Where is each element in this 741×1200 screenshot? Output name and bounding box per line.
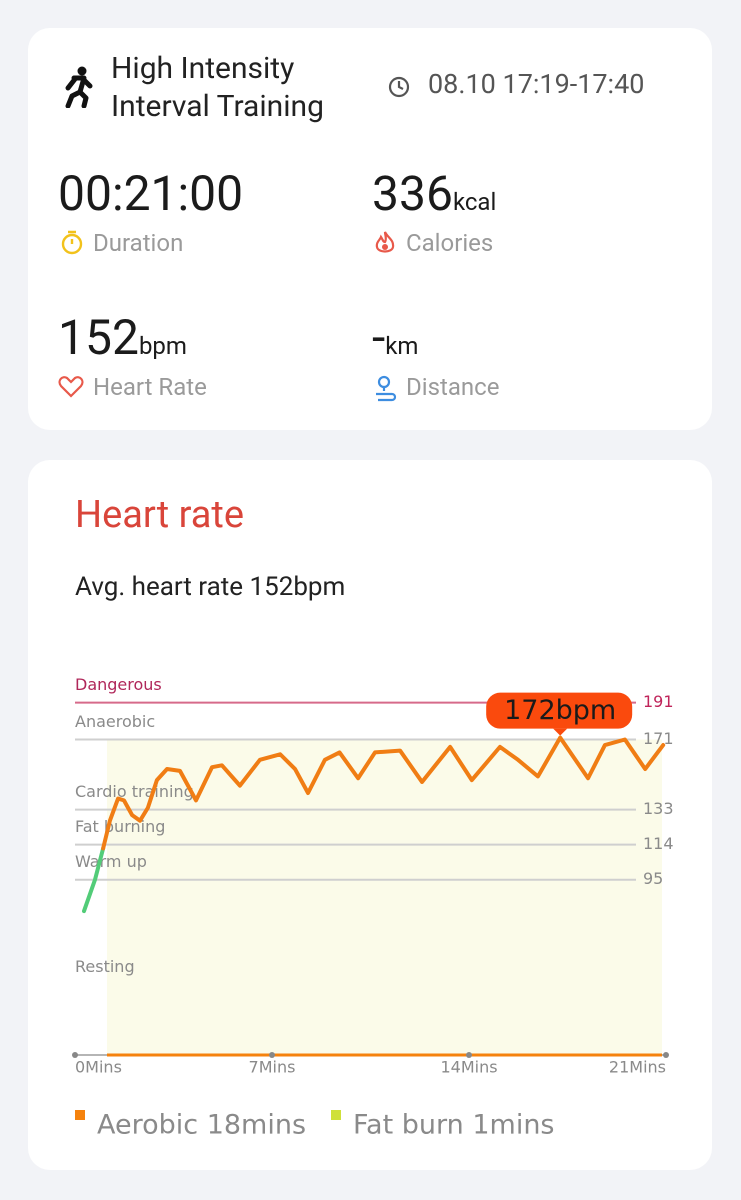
x-tick	[466, 1052, 472, 1058]
legend-swatch	[75, 1110, 85, 1120]
x-tick	[663, 1052, 669, 1058]
calories-icon	[375, 231, 395, 253]
x-tick-label: 0Mins	[75, 1058, 122, 1077]
stat-value: 336kcal	[372, 166, 496, 230]
x-tick-label: 7Mins	[249, 1058, 296, 1077]
zone-label: Warm up	[75, 852, 147, 871]
workout-time: 08.10 17:19-17:40	[428, 68, 645, 100]
zone-label: Dangerous	[75, 675, 162, 694]
run-icon	[65, 66, 93, 108]
heart-rate-line	[82, 846, 106, 914]
zone-label: Resting	[75, 957, 135, 976]
stat-number: 336	[372, 165, 453, 222]
stat-label: Distance	[406, 373, 500, 401]
stat-unit: kcal	[452, 188, 497, 216]
distance-icon	[376, 375, 397, 402]
stat-label: Calories	[406, 229, 494, 257]
stat-number: 152	[58, 309, 139, 366]
x-tick	[269, 1052, 275, 1058]
stat-value: 152bpm	[58, 310, 187, 374]
x-tick-label: 14Mins	[440, 1058, 497, 1077]
stat-label: Heart Rate	[93, 373, 207, 401]
chart-title: Heart rate	[75, 493, 244, 537]
legend-label: Aerobic 18mins	[97, 1110, 306, 1141]
x-tick-label: 21Mins	[609, 1058, 666, 1077]
legend-label: Fat burn 1mins	[353, 1110, 555, 1141]
stat-unit: km	[385, 332, 419, 360]
zone-label: Cardio training	[75, 782, 194, 801]
stat-number: -	[372, 309, 386, 366]
stat-value: 00:21:00	[58, 166, 243, 222]
stat-label: Duration	[93, 229, 184, 257]
stat-unit: bpm	[138, 332, 187, 360]
heart-rate-line	[101, 735, 666, 851]
annotation-pointer	[553, 728, 568, 736]
workout-title: High Intensity Interval Training	[111, 51, 324, 124]
chart-subtitle: Avg. heart rate 152bpm	[75, 572, 346, 602]
x-tick	[72, 1052, 78, 1058]
y-tick-label: 114	[643, 834, 674, 853]
summary-card	[28, 28, 712, 430]
y-tick-label: 133	[643, 799, 674, 818]
legend-swatch	[331, 1110, 341, 1120]
duration-icon	[61, 230, 83, 255]
zone-label: Fat burning	[75, 817, 165, 836]
stat-value: -km	[372, 310, 418, 374]
annotation-box	[486, 692, 633, 729]
heart-icon	[58, 376, 84, 398]
stat-number: 00:21:00	[58, 165, 244, 222]
zone-label: Anaerobic	[75, 712, 155, 731]
y-tick-label: 95	[643, 869, 663, 888]
y-tick-label: 191	[643, 692, 674, 711]
annotation: 172bpm	[504, 695, 616, 726]
clock-icon	[388, 76, 410, 98]
y-tick-label: 171	[643, 729, 674, 748]
